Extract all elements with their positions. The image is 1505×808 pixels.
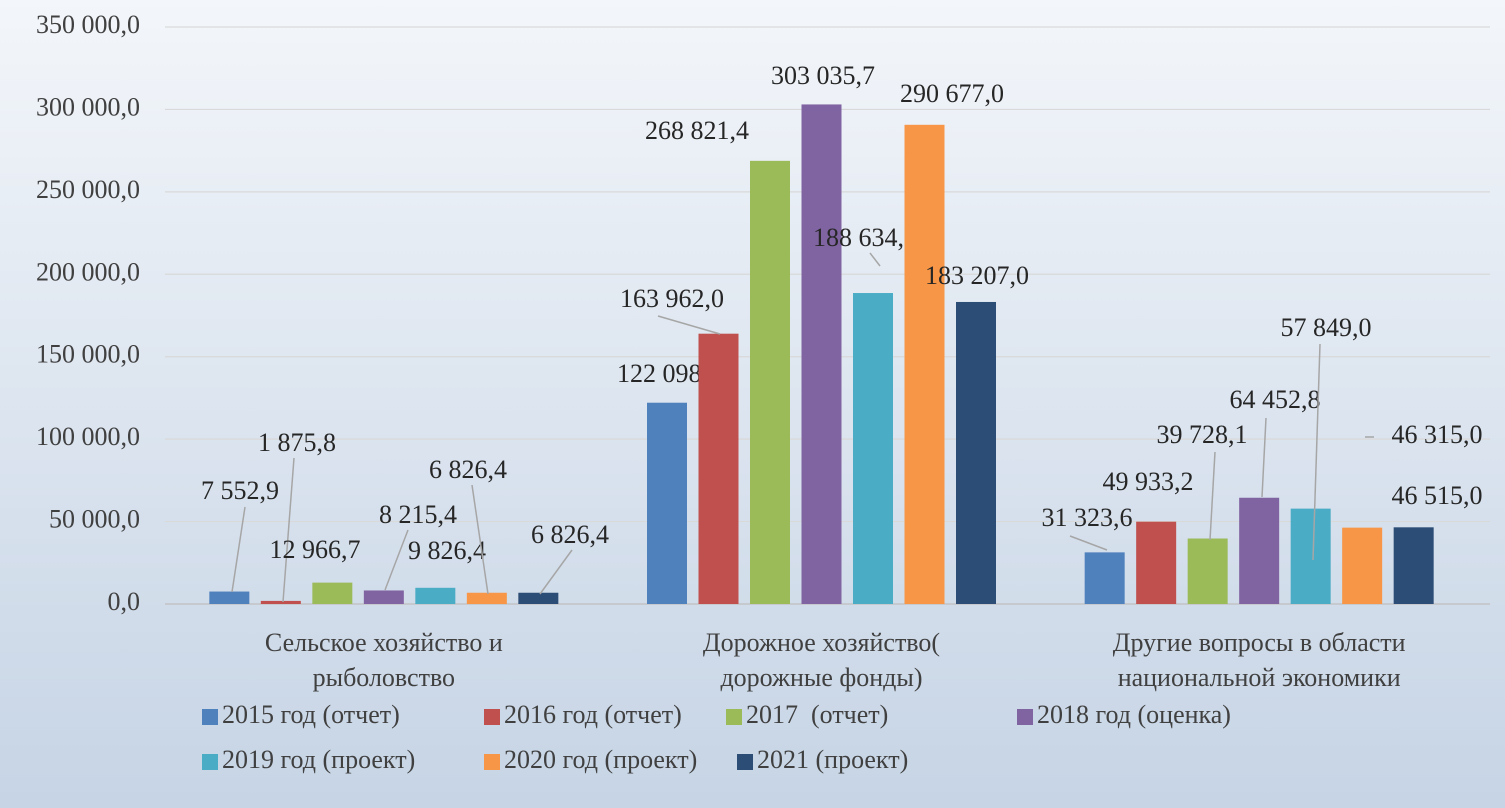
legend-swatch [202, 709, 218, 725]
bar [415, 587, 456, 604]
bar [647, 402, 687, 604]
bar [209, 591, 250, 604]
y-tick-label: 150 000,0 [36, 340, 140, 369]
y-tick-label: 350 000,0 [36, 10, 140, 39]
legend-label: 2018 год (оценка) [1037, 700, 1231, 729]
y-tick-label: 100 000,0 [36, 422, 140, 451]
legend-swatch [737, 754, 753, 770]
data-label: 12 966,7 [270, 535, 361, 564]
y-tick-label: 50 000,0 [49, 505, 140, 534]
x-tick-label: Сельское хозяйство и [265, 628, 503, 657]
leader-line [1261, 417, 1267, 498]
data-label: 39 728,1 [1157, 420, 1248, 449]
bar [260, 600, 301, 604]
leader-line [1312, 343, 1321, 561]
data-label: 49 933,2 [1103, 467, 1194, 496]
y-tick-label: 0,0 [108, 587, 141, 616]
bar [466, 592, 507, 604]
bar [518, 592, 559, 604]
data-label: 163 962,0 [620, 284, 724, 313]
bar [1239, 497, 1280, 604]
bar [853, 293, 893, 604]
x-tick-label: рыболовство [313, 663, 455, 692]
data-label: 46 315,0 [1392, 420, 1483, 449]
legend-swatch [202, 754, 218, 770]
data-label: 64 452,8 [1230, 385, 1321, 414]
data-label: 6 826,4 [531, 520, 609, 549]
leader-line [657, 315, 721, 335]
leader-line [471, 484, 489, 595]
leader-line [539, 549, 573, 595]
legend-swatch [484, 754, 500, 770]
x-tick-label: Дорожное хозяйство( [703, 628, 940, 657]
data-label: 31 323,6 [1042, 503, 1133, 532]
leader-line [869, 252, 881, 267]
legend-label: 2017 (отчет) [746, 700, 888, 729]
bar [904, 124, 945, 604]
bar [698, 333, 739, 604]
data-label: 8 215,4 [379, 500, 457, 529]
data-label: 303 035,7 [771, 61, 875, 90]
legend-label: 2019 год (проект) [222, 745, 415, 774]
bar [1084, 552, 1125, 604]
data-label: 9 826,4 [408, 536, 486, 565]
bar [312, 582, 353, 604]
leader-line [1209, 451, 1216, 541]
y-tick-label: 300 000,0 [36, 92, 140, 121]
x-tick-label: Другие вопросы в области [1113, 628, 1406, 657]
data-label: 7 552,9 [201, 476, 279, 505]
data-label: 46 515,0 [1392, 481, 1483, 510]
legend-label: 2016 год (отчет) [504, 700, 682, 729]
leader-line [282, 457, 295, 603]
legend-swatch [484, 709, 500, 725]
data-label: 188 634,0 [813, 223, 917, 252]
legend-swatch [726, 709, 742, 725]
legend-label: 2020 год (проект) [504, 745, 697, 774]
bar [956, 301, 996, 604]
data-label: 268 821,4 [645, 116, 749, 145]
leader-line [231, 506, 246, 593]
bar [1187, 538, 1228, 604]
data-label: 6 826,4 [429, 455, 507, 484]
bar [363, 590, 404, 604]
legend-label: 2021 (проект) [757, 745, 908, 774]
legend-swatch [1017, 709, 1033, 725]
bar [1290, 508, 1331, 604]
data-label: 57 849,0 [1281, 313, 1372, 342]
bar [801, 104, 842, 604]
x-tick-label: национальной экономики [1118, 663, 1401, 692]
data-label: 1 875,8 [258, 428, 336, 457]
data-label: 290 677,0 [900, 79, 1004, 108]
bar [750, 160, 790, 604]
x-tick-label: дорожные фонды) [720, 663, 922, 692]
data-label: 183 207,0 [925, 261, 1029, 290]
legend-label: 2015 год (отчет) [222, 700, 400, 729]
y-tick-label: 250 000,0 [36, 175, 140, 204]
bar [1393, 527, 1434, 604]
leader-line [1069, 535, 1108, 551]
leader-line [384, 529, 409, 591]
y-tick-label: 200 000,0 [36, 257, 140, 286]
bar [1136, 521, 1177, 604]
bar [1342, 527, 1383, 604]
